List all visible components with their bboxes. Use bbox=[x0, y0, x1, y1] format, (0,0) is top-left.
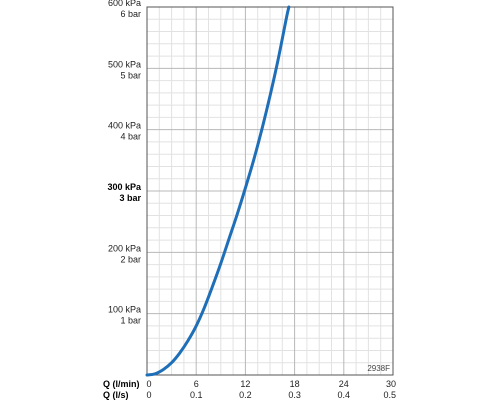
x-tick-label-lmin: 6 bbox=[194, 379, 199, 389]
x-tick-label-lmin: 0 bbox=[146, 379, 151, 389]
x-tick-label-ls: 0.2 bbox=[239, 390, 252, 400]
y-tick-label-bar: 4 bar bbox=[120, 132, 141, 142]
x-tick-label-ls: 0 bbox=[146, 390, 151, 400]
x-tick-label-ls: 0.4 bbox=[338, 390, 351, 400]
chart-code: 2938F bbox=[367, 364, 390, 373]
x-tick-label-ls: 0.5 bbox=[383, 390, 396, 400]
x-tick-label-ls: 0.3 bbox=[288, 390, 301, 400]
y-tick-label-bar: 1 bar bbox=[120, 316, 141, 326]
x-tick-label-lmin: 12 bbox=[240, 379, 250, 389]
x-tick-label-lmin: 24 bbox=[339, 379, 349, 389]
y-tick-label-bar: 2 bar bbox=[120, 254, 141, 264]
x-axis-title-ls: Q (l/s) bbox=[103, 390, 129, 400]
y-tick-label-bar: 6 bar bbox=[120, 9, 141, 19]
x-tick-label-ls: 0.1 bbox=[190, 390, 203, 400]
x-tick-label-lmin: 30 bbox=[386, 379, 396, 389]
y-tick-label-kpa: 300 kPa bbox=[107, 182, 142, 192]
y-tick-label-kpa: 500 kPa bbox=[108, 59, 141, 69]
x-axis-title-lmin: Q (l/min) bbox=[103, 379, 140, 389]
y-tick-label-kpa: 400 kPa bbox=[108, 121, 141, 131]
y-tick-label-kpa: 200 kPa bbox=[108, 243, 141, 253]
series-line bbox=[145, 5, 291, 377]
y-tick-label-bar: 3 bar bbox=[119, 193, 141, 203]
x-tick-label-lmin: 18 bbox=[290, 379, 300, 389]
y-tick-label-kpa: 100 kPa bbox=[108, 305, 141, 315]
x-axis-labels: 00 60.1 120.2 180.3 240.4 300.5 bbox=[146, 379, 396, 400]
y-tick-label-kpa: 600 kPa bbox=[108, 0, 141, 8]
y-tick-label-bar: 5 bar bbox=[120, 70, 141, 80]
plot-frame bbox=[146, 6, 394, 376]
